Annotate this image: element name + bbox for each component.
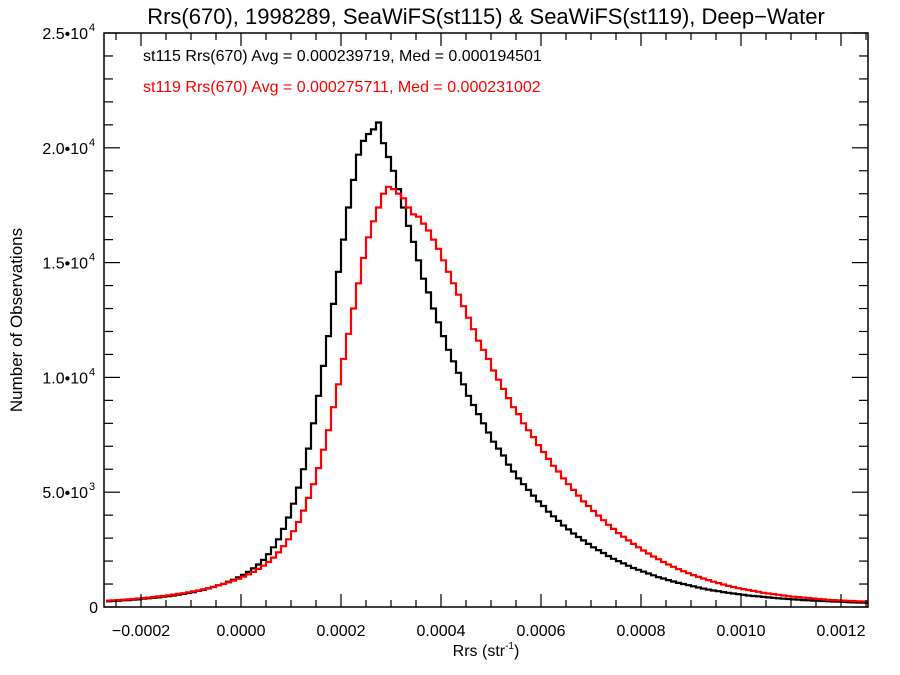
y-tick-label: 1.0•10 [42, 370, 88, 387]
plot-frame [103, 32, 869, 608]
x-axis-ticks: −0.0002 0.0000 0.0002 0.0004 0.0006 0.0008 0.0… [112, 33, 867, 640]
annotation-st115: st115 Rrs(670) Avg = 0.000239719, Med = … [143, 48, 542, 65]
y-tick-label: 0 [89, 600, 98, 617]
y-tick-exponent: 4 [89, 137, 95, 149]
y-tick-label: 2.5•10 [42, 26, 88, 43]
x-tick-label: 0.0010 [717, 623, 766, 640]
y-tick-label: 2.0•10 [42, 141, 88, 158]
x-axis-label: Rrs (str-1) [453, 641, 520, 660]
x-tick-label: 0.0002 [317, 623, 366, 640]
y-tick-label: 1.5•10 [42, 256, 88, 273]
chart-title: Rrs(670), 1998289, SeaWiFS(st115) & SeaW… [147, 4, 825, 29]
x-tick-label: 0.0000 [217, 623, 266, 640]
x-tick-label: 0.0012 [817, 623, 866, 640]
y-tick-label: 5.0•10 [42, 485, 88, 502]
x-tick-label: 0.0004 [417, 623, 466, 640]
y-tick-exponent: 4 [89, 366, 95, 378]
x-tick-label: 0.0006 [517, 623, 566, 640]
series-st115-line [106, 121, 868, 604]
series-st119-line [106, 185, 868, 603]
annotation-st119: st119 Rrs(670) Avg = 0.000275711, Med = … [143, 79, 541, 96]
x-tick-label: 0.0008 [617, 623, 666, 640]
y-axis-label: Number of Observations [7, 228, 26, 412]
series-layer [106, 121, 868, 604]
y-tick-exponent: 3 [89, 481, 95, 493]
y-tick-exponent: 4 [89, 22, 95, 34]
y-tick-exponent: 4 [89, 252, 95, 264]
y-axis-ticks: 05.0•10 31.0•10 41.5•10 42.0•10 42.5•10 4 [42, 22, 868, 617]
x-tick-label: −0.0002 [112, 623, 170, 640]
